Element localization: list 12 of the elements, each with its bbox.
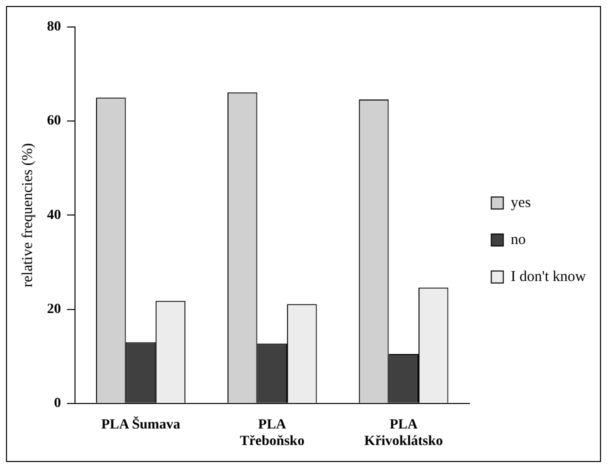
y-tick-label: 60: [47, 114, 61, 129]
legend-label: no: [510, 232, 526, 248]
y-tick-label: 20: [47, 302, 61, 317]
y-tick-label: 40: [47, 208, 61, 223]
x-tick-label: PLA Třeboňsko: [240, 417, 304, 450]
legend-label: yes: [510, 194, 531, 211]
y-tick-label: 80: [47, 20, 61, 35]
x-tick-label: PLA Křivoklátsko: [364, 417, 443, 450]
y-tick-label: 0: [54, 396, 61, 412]
legend-label: I don't know: [510, 268, 586, 285]
x-tick-label: PLA Šumava: [101, 415, 180, 432]
y-axis-title: relative frequencies (%): [20, 143, 36, 288]
